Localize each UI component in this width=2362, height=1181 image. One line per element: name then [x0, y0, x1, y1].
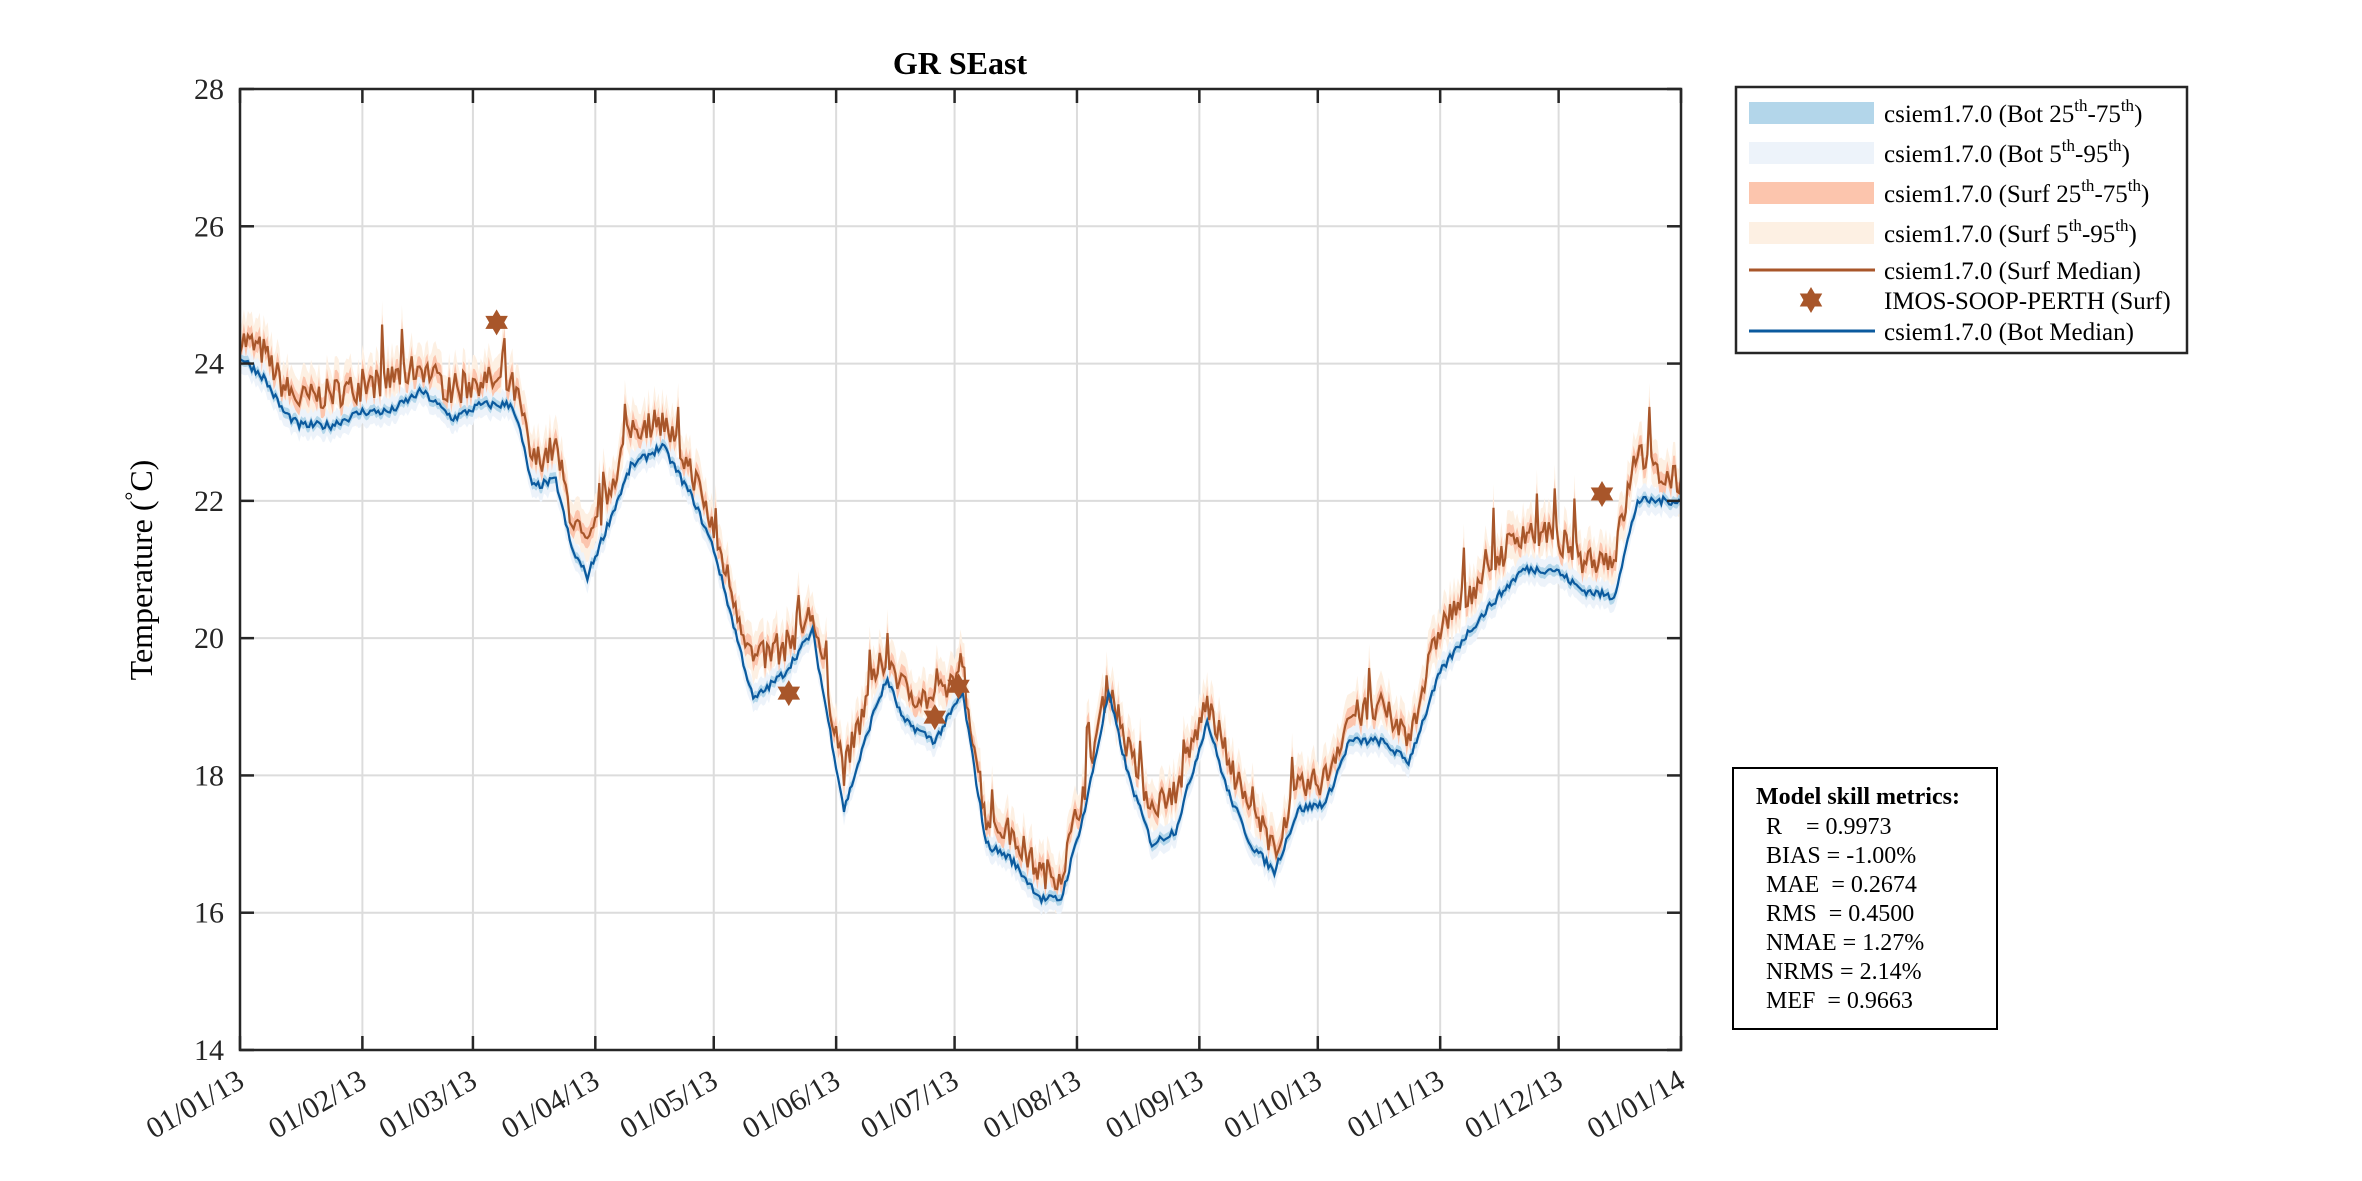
x-tick-label: 01/06/13	[737, 1063, 846, 1145]
metrics-box: Model skill metrics: R = 0.9973 BIAS = -1…	[1732, 767, 1998, 1030]
y-tick-label: 20	[194, 622, 224, 655]
metric-line: MEF = 0.9663	[1766, 988, 1913, 1014]
legend-label-text: )	[2129, 221, 2137, 248]
observation-point	[947, 673, 970, 700]
x-tick-label: 01/08/13	[978, 1063, 1087, 1145]
legend-label-superscript: th	[2128, 176, 2142, 195]
legend-label: csiem1.7.0 (Surf 5th-95th)	[1884, 216, 2137, 248]
metrics-title: Model skill metrics:	[1756, 784, 1960, 810]
plot-frame	[238, 87, 1683, 1052]
metric-line: MAE = 0.2674	[1766, 872, 1917, 898]
legend-label-text: -75	[2088, 101, 2121, 128]
legend-label-superscript: th	[2062, 136, 2076, 155]
legend-label-text: -95	[2075, 141, 2108, 168]
x-tick-label: 01/07/13	[855, 1063, 964, 1145]
observations	[485, 309, 1614, 731]
metric-line: BIAS = -1.00%	[1766, 843, 1916, 869]
x-tick-label: 01/02/13	[263, 1063, 372, 1145]
observation-point	[1590, 480, 1614, 508]
legend-label-text: )	[2122, 141, 2130, 168]
y-label-degree: °	[120, 492, 145, 501]
legend-label-superscript: th	[2115, 216, 2129, 235]
y-tick-label: 28	[194, 73, 224, 106]
legend-label-text: -75	[2094, 181, 2127, 208]
legend: csiem1.7.0 (Bot 25th-75th)csiem1.7.0 (Bo…	[1734, 85, 2189, 355]
legend-label-text: csiem1.7.0 (Bot Median)	[1884, 319, 2134, 346]
y-tick-label: 26	[194, 210, 224, 243]
x-tick-label: 01/04/13	[496, 1063, 605, 1145]
legend-label: csiem1.7.0 (Bot 5th-95th)	[1884, 136, 2130, 168]
y-tick-label: 16	[194, 897, 224, 930]
metric-line: RMS = 0.4500	[1766, 901, 1914, 927]
legend-label-text: -95	[2082, 221, 2115, 248]
x-tick-label: 01/10/13	[1218, 1063, 1327, 1145]
legend-label: IMOS-SOOP-PERTH (Surf)	[1884, 288, 2171, 315]
observation-point	[923, 704, 947, 731]
metric-line: NRMS = 2.14%	[1766, 959, 1922, 985]
legend-label-superscript: th	[2108, 136, 2122, 155]
y-tick-label: 24	[194, 348, 224, 381]
metrics-frame	[1732, 767, 1998, 1030]
y-label-pre: Temperature (	[123, 500, 159, 680]
metric-line: NMAE = 1.27%	[1766, 930, 1924, 956]
metric-line: R = 0.9973	[1766, 814, 1892, 840]
y-tick-label: 14	[194, 1034, 224, 1067]
chart-title: GR SEast	[893, 45, 1028, 81]
legend-label: csiem1.7.0 (Bot Median)	[1884, 319, 2134, 346]
legend-label-text: csiem1.7.0 (Surf 25	[1884, 181, 2081, 208]
observation-point	[777, 680, 801, 707]
x-tick-label: 01/03/13	[374, 1063, 483, 1145]
x-tick-label: 01/05/13	[614, 1063, 723, 1145]
legend-swatch	[1749, 142, 1874, 164]
legend-label-text: csiem1.7.0 (Surf Median)	[1884, 258, 2141, 285]
legend-label-superscript: th	[2121, 96, 2135, 115]
legend-label-superscript: th	[2081, 176, 2095, 195]
observation-point	[485, 309, 508, 336]
x-tick-label: 01/01/14	[1582, 1063, 1691, 1145]
legend-label-text: IMOS-SOOP-PERTH (Surf)	[1884, 288, 2171, 315]
legend-label-text: csiem1.7.0 (Surf 5	[1884, 221, 2069, 248]
x-tick-label: 01/01/13	[141, 1063, 250, 1145]
legend-swatch	[1749, 102, 1874, 124]
legend-label-superscript: th	[2074, 96, 2088, 115]
legend-label-text: csiem1.7.0 (Bot 5	[1884, 141, 2062, 168]
surf-median-line	[238, 324, 1683, 891]
legend-label-text: )	[2134, 101, 2142, 128]
legend-swatch	[1749, 182, 1874, 204]
legend-swatch	[1749, 222, 1874, 244]
y-tick-label: 18	[194, 759, 224, 792]
legend-label-text: )	[2141, 181, 2149, 208]
legend-label-superscript: th	[2069, 216, 2083, 235]
legend-label: csiem1.7.0 (Surf 25th-75th)	[1884, 176, 2149, 208]
bot-5-95-band	[240, 345, 1681, 916]
series-lines	[238, 324, 1683, 906]
x-tick-label: 01/11/13	[1342, 1063, 1450, 1144]
bot-median-line	[239, 358, 1682, 906]
legend-label: csiem1.7.0 (Bot 25th-75th)	[1884, 96, 2142, 128]
y-axis-label: Temperature (°C)	[120, 460, 159, 681]
y-label-post: C)	[123, 460, 159, 492]
legend-label: csiem1.7.0 (Surf Median)	[1884, 258, 2141, 285]
y-tick-label: 22	[194, 485, 224, 518]
x-tick-label: 01/09/13	[1100, 1063, 1209, 1145]
legend-star-icon	[1799, 287, 1823, 313]
grid	[240, 89, 1681, 1050]
x-tick-label: 01/12/13	[1459, 1063, 1568, 1145]
legend-label-text: csiem1.7.0 (Bot 25	[1884, 101, 2074, 128]
